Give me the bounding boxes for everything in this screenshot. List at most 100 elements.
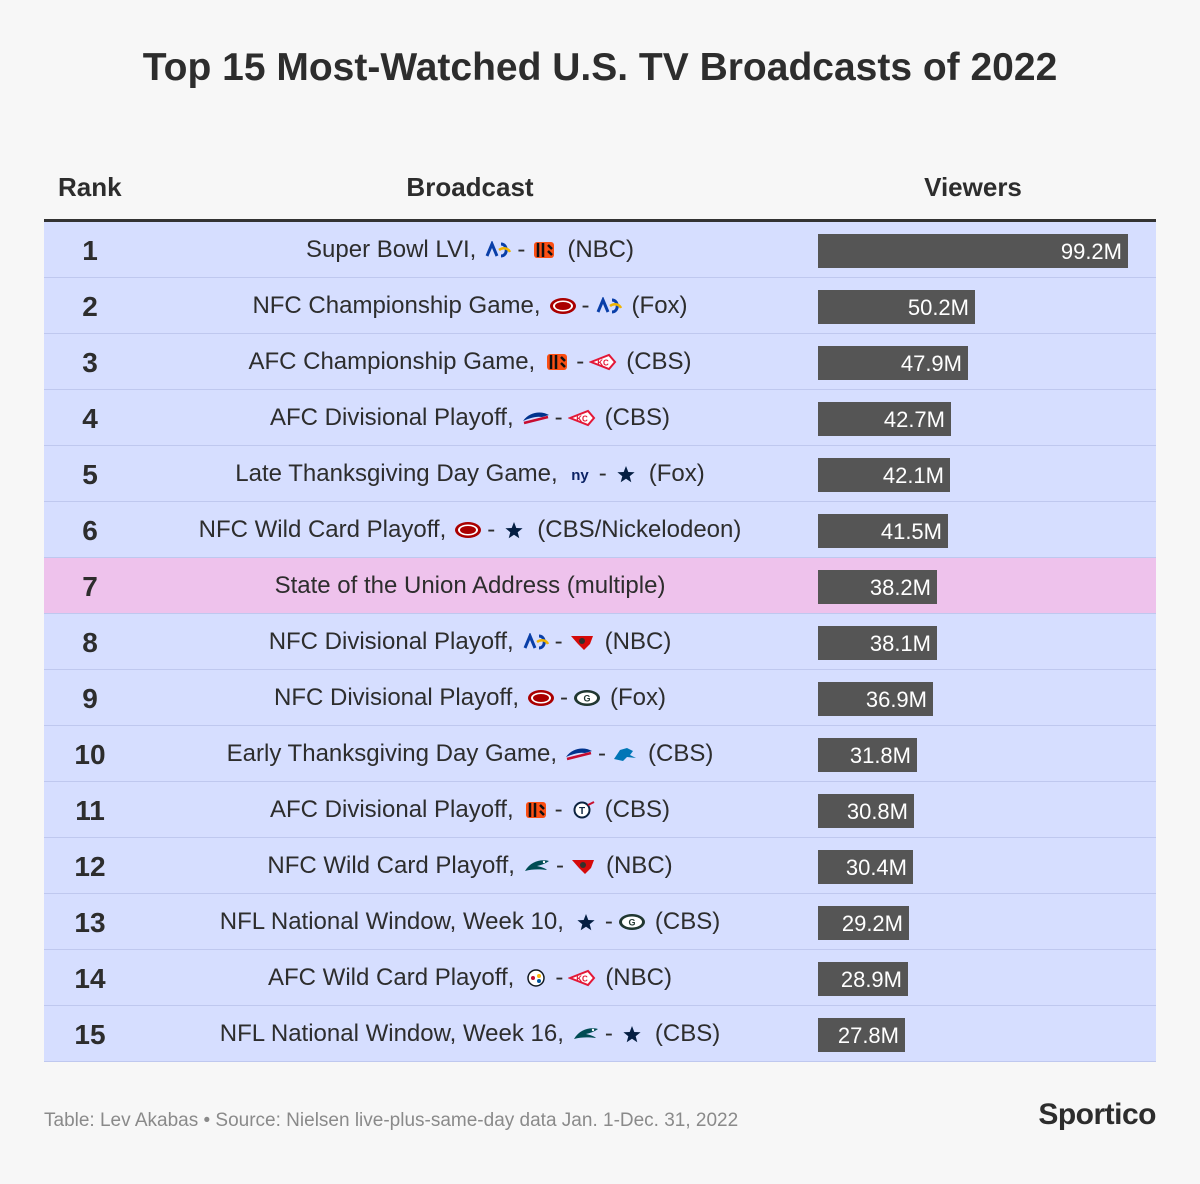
chart-title: Top 15 Most-Watched U.S. TV Broadcasts o… [142, 46, 1058, 89]
rank-cell: 8 [82, 627, 98, 658]
table-row: 3 AFC Championship Game, - KC (CBS) 47.9M [44, 334, 1156, 390]
broadcast-name: NFC Wild Card Playoff, [198, 516, 447, 543]
svg-text:T: T [579, 806, 585, 817]
viewers-bar: 30.4M [818, 850, 913, 884]
team-separator: - [598, 740, 607, 767]
viewers-label: 27.8M [837, 1023, 899, 1048]
network-label: (NBC) [604, 628, 672, 655]
team-separator: - [559, 684, 568, 711]
source-note: Table: Lev Akabas • Source: Nielsen live… [44, 1110, 739, 1131]
broadcast-cell: NFC Wild Card Playoff, - (CBS/Nickelodeon) [194, 502, 746, 558]
broadcast-name: NFL National Window, Week 16, [219, 1020, 564, 1047]
network-label: (CBS) [604, 404, 670, 431]
viewers-bar: 47.9M [818, 346, 968, 380]
broadcast-name: AFC Championship Game, [248, 348, 536, 375]
viewers-bar: 30.8M [818, 794, 914, 828]
table-row: 5 Late Thanksgiving Day Game, ny - (Fox) 42.1… [44, 446, 1156, 502]
table-row: 8 NFC Divisional Playoff, - (NBC) 38.1M [44, 614, 1156, 670]
lions-logo [611, 745, 639, 763]
network-label: (CBS) [626, 348, 692, 375]
team-separator: - [604, 908, 613, 935]
rams-logo [595, 297, 623, 315]
network-label: (CBS/Nickelodeon) [537, 516, 742, 543]
table-row: 6 NFC Wild Card Playoff, - (CBS/Nickelodeon… [44, 502, 1156, 558]
titans-logo: T [568, 801, 596, 819]
table-row: 9 NFC Divisional Playoff, - G (Fox) 36.9M [44, 670, 1156, 726]
network-label: (CBS) [648, 740, 714, 767]
table-row: 7 State of the Union Address (multiple) 38… [44, 558, 1156, 614]
bengals-logo [530, 241, 558, 259]
chiefs-logo: KC [567, 409, 596, 427]
broadcast-cell: Late Thanksgiving Day Game, ny - (Fox) [194, 446, 746, 502]
broadcast-name: NFC Wild Card Playoff, [267, 852, 515, 879]
buccaneers-logo [569, 857, 597, 875]
viewers-label: 38.1M [869, 631, 931, 656]
broadcast-cell: AFC Divisional Playoff, - T (CBS) [194, 782, 746, 838]
broadcast-name: Super Bowl LVI, [306, 236, 477, 263]
bengals-logo [522, 801, 550, 819]
viewers-label: 47.9M [900, 351, 962, 376]
rams-logo [484, 241, 512, 259]
viewers-label: 42.1M [882, 463, 944, 488]
viewers-bar: 36.9M [818, 682, 933, 716]
team-separator: - [598, 460, 607, 487]
viewers-label: 28.9M [840, 967, 902, 992]
viewers-bar: 27.8M [818, 1018, 905, 1052]
cowboys-logo [612, 465, 640, 483]
viewers-header: Viewers [924, 172, 1022, 202]
broadcast-name: AFC Divisional Playoff, [270, 796, 514, 823]
svg-text:KC: KC [577, 975, 589, 984]
49ers-logo [454, 521, 482, 539]
svg-text:ny: ny [571, 467, 589, 483]
viewers-bar: 42.1M [818, 458, 950, 492]
rank-cell: 1 [82, 235, 98, 266]
packers-logo: G [618, 913, 646, 931]
broadcast-name: Early Thanksgiving Day Game, [226, 740, 558, 767]
broadcast-cell: AFC Championship Game, - KC (CBS) [194, 334, 746, 390]
broadcast-name: NFC Championship Game, [252, 292, 541, 319]
rank-cell: 14 [74, 963, 106, 994]
svg-text:KC: KC [597, 359, 609, 368]
broadcast-cell: NFL National Window, Week 16, - (CBS) [194, 1006, 746, 1062]
team-separator: - [604, 1020, 613, 1047]
giants-logo: ny [566, 465, 594, 483]
rank-cell: 12 [74, 851, 106, 882]
broadcast-cell: NFC Divisional Playoff, - (NBC) [194, 614, 746, 670]
viewers-label: 30.4M [845, 855, 907, 880]
team-separator: - [554, 628, 563, 655]
team-separator: - [517, 236, 526, 263]
cowboys-logo [572, 913, 600, 931]
network-label: (CBS) [654, 1020, 721, 1047]
table-row: 10 Early Thanksgiving Day Game, - (CBS) 31.8… [44, 726, 1156, 782]
viewers-label: 99.2M [1060, 239, 1122, 264]
rank-cell: 7 [82, 571, 98, 602]
bills-logo [565, 745, 593, 763]
rank-header: Rank [58, 172, 122, 202]
svg-text:G: G [628, 918, 635, 928]
broadcast-name: AFC Divisional Playoff, [270, 404, 514, 431]
rank-cell: 6 [82, 515, 98, 546]
rank-cell: 9 [82, 683, 98, 714]
team-separator: - [487, 516, 496, 543]
viewers-bar: 31.8M [818, 738, 917, 772]
network-label: (NBC) [567, 236, 634, 263]
steelers-logo [522, 969, 550, 987]
viewers-label: 30.8M [846, 799, 908, 824]
network-label: (Fox) [609, 684, 666, 711]
viewers-bar: 99.2M [818, 234, 1128, 268]
cowboys-logo [500, 521, 528, 539]
viewers-bar: 50.2M [818, 290, 975, 324]
broadcast-cell: Super Bowl LVI, - (NBC) [194, 222, 746, 278]
rank-cell: 4 [82, 403, 98, 434]
table-row: 4 AFC Divisional Playoff, - KC (CBS) 42.7M [44, 390, 1156, 446]
team-separator: - [555, 852, 564, 879]
viewers-bar: 38.1M [818, 626, 937, 660]
table-row: 2 NFC Championship Game, - (Fox) 50.2M [44, 278, 1156, 334]
rank-cell: 10 [74, 739, 106, 770]
chiefs-logo: KC [568, 969, 596, 987]
network-label: (Fox) [648, 460, 705, 487]
viewers-label: 38.2M [869, 575, 931, 600]
team-separator: - [576, 348, 585, 375]
broadcast-name: AFC Wild Card Playoff, [268, 964, 515, 991]
brand-logo: Sportico [1038, 1098, 1156, 1131]
